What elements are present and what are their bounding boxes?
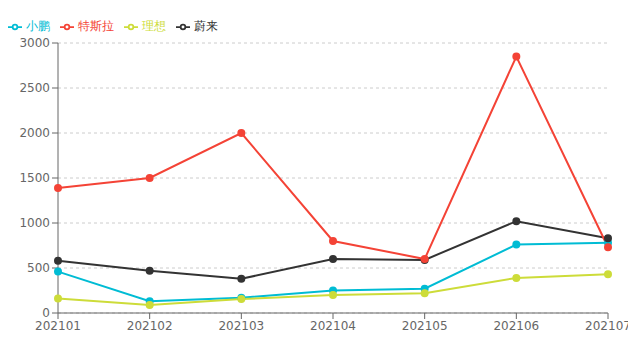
html-text:特斯拉: 特斯拉 xyxy=(78,19,114,33)
svg-text:202103: 202103 xyxy=(218,319,264,333)
svg-text:202106: 202106 xyxy=(493,319,539,333)
svg-text:202101: 202101 xyxy=(35,319,81,333)
svg-text:2500: 2500 xyxy=(19,81,50,95)
svg-text:2000: 2000 xyxy=(19,126,50,140)
svg-text:202107: 202107 xyxy=(585,319,628,333)
html-text:小鹏: 小鹏 xyxy=(26,19,50,33)
svg-text:1000: 1000 xyxy=(19,216,50,230)
svg-text:500: 500 xyxy=(27,261,50,275)
svg-text:202105: 202105 xyxy=(402,319,448,333)
svg-text:202102: 202102 xyxy=(127,319,173,333)
svg-text:202104: 202104 xyxy=(310,319,356,333)
svg-text:1500: 1500 xyxy=(19,171,50,185)
svg-text:3000: 3000 xyxy=(19,36,50,50)
svg-text:0: 0 xyxy=(42,306,50,320)
html-text:蔚来: 蔚来 xyxy=(194,19,218,33)
html-text:理想: 理想 xyxy=(142,19,166,33)
